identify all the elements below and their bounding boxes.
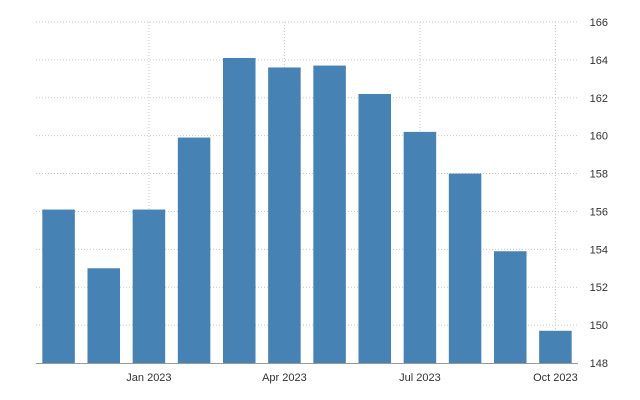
- bar: [358, 93, 392, 363]
- x-tick-label: Apr 2023: [262, 372, 307, 384]
- y-tick-label: 160: [590, 131, 608, 143]
- bar: [448, 173, 482, 363]
- bar: [132, 209, 166, 363]
- bar-series: [42, 57, 572, 364]
- y-tick-label: 152: [590, 282, 608, 294]
- y-tick-label: 150: [590, 320, 608, 332]
- x-tick-label: Oct 2023: [533, 372, 578, 384]
- x-tick-label: Jul 2023: [399, 372, 441, 384]
- y-axis-ticks: 148 150 152 154 156 158 160 162 164 166: [590, 17, 608, 370]
- y-tick-label: 156: [590, 206, 608, 218]
- bar: [403, 131, 437, 363]
- x-axis-ticks: Jan 2023 Apr 2023 Jul 2023 Oct 2023: [126, 372, 577, 384]
- x-tick-label: Jan 2023: [126, 372, 171, 384]
- bar: [42, 209, 75, 363]
- y-tick-label: 164: [590, 55, 608, 67]
- y-tick-label: 154: [590, 244, 608, 256]
- bar: [222, 57, 256, 363]
- y-tick-label: 166: [590, 17, 608, 29]
- y-tick-label: 162: [590, 93, 608, 105]
- y-tick-label: 148: [590, 358, 608, 370]
- bar: [313, 65, 346, 364]
- bar: [177, 137, 211, 363]
- bar: [493, 251, 527, 363]
- y-tick-label: 158: [590, 169, 608, 181]
- bar: [539, 330, 572, 363]
- bar: [268, 67, 301, 363]
- gridlines: [36, 21, 578, 363]
- bar: [87, 268, 121, 363]
